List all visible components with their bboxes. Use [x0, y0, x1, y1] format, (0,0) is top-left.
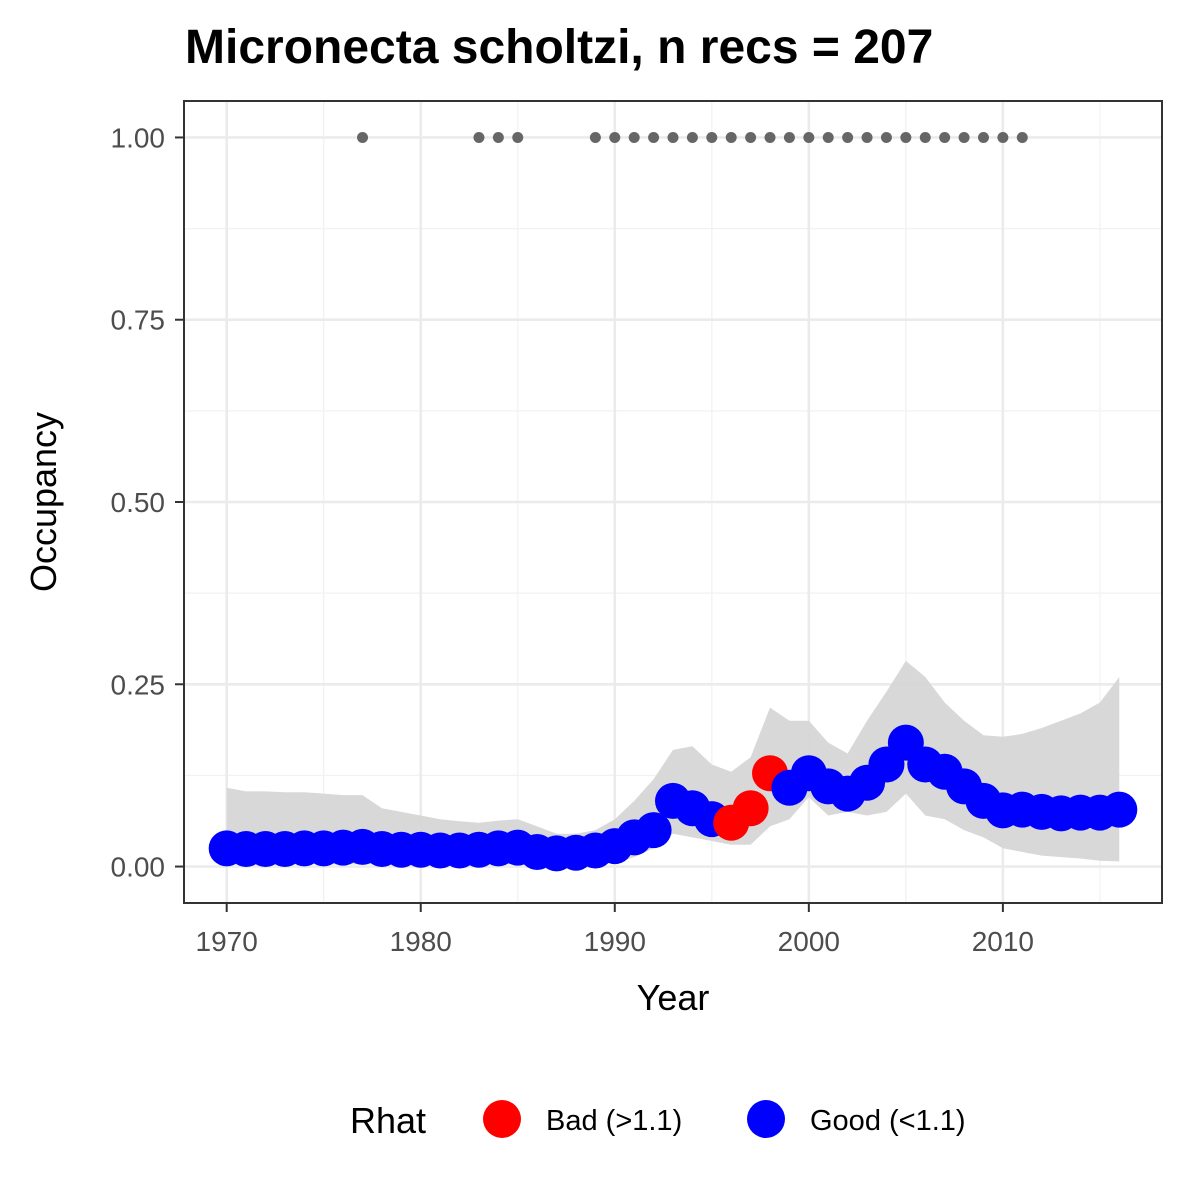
record-point: [919, 131, 931, 143]
y-tick-label: 0.50: [111, 487, 166, 518]
record-point: [783, 131, 795, 143]
record-point: [706, 131, 718, 143]
record-point: [939, 131, 951, 143]
occupancy-points: [208, 724, 1138, 872]
legend: Rhat Bad (>1.1) Good (<1.1): [350, 1100, 966, 1141]
y-tick-label: 0.75: [111, 305, 166, 336]
legend-key-bad: [483, 1100, 521, 1138]
x-tick-label: 1970: [196, 926, 258, 957]
x-tick-label: 1980: [390, 926, 452, 957]
record-point: [725, 131, 737, 143]
record-point: [628, 131, 640, 143]
record-point: [745, 131, 757, 143]
x-tick-label: 2010: [972, 926, 1034, 957]
x-tick-label: 2000: [778, 926, 840, 957]
record-point: [609, 131, 621, 143]
record-point: [803, 131, 815, 143]
axes: 1970 1980 1990 2000 2010 0.00 0.25 0.50 0.75 1.00: [111, 122, 1035, 957]
chart-title: Micronecta scholtzi, n recs = 207: [185, 21, 933, 74]
x-axis-title: Year: [637, 977, 710, 1018]
record-points: [357, 131, 1028, 143]
legend-title: Rhat: [350, 1100, 426, 1141]
record-point: [357, 131, 369, 143]
legend-label-good: Good (<1.1): [810, 1105, 966, 1137]
record-point: [764, 131, 776, 143]
x-tick-label: 1990: [584, 926, 646, 957]
y-tick-label: 1.00: [111, 122, 166, 153]
record-point: [977, 131, 989, 143]
occupancy-point-bad: [732, 790, 769, 827]
y-tick-label: 0.25: [111, 669, 166, 700]
y-axis-title: Occupancy: [23, 412, 64, 592]
record-point: [997, 131, 1009, 143]
record-point: [861, 131, 873, 143]
record-point: [880, 131, 892, 143]
legend-key-good: [747, 1100, 785, 1138]
record-point: [1016, 131, 1028, 143]
credible-interval-band: [226, 660, 1120, 865]
y-tick-label: 0.00: [111, 852, 166, 883]
record-point: [667, 131, 679, 143]
legend-label-bad: Bad (>1.1): [546, 1105, 682, 1137]
record-point: [648, 131, 660, 143]
record-point: [512, 131, 524, 143]
credible-interval-ribbon: [226, 660, 1120, 865]
record-point: [492, 131, 504, 143]
record-point: [842, 131, 854, 143]
occupancy-point-good: [635, 812, 672, 849]
record-point: [822, 131, 834, 143]
record-point: [958, 131, 970, 143]
record-point: [589, 131, 601, 143]
occupancy-point-good: [1101, 791, 1138, 828]
record-point: [900, 131, 912, 143]
record-point: [473, 131, 485, 143]
record-point: [686, 131, 698, 143]
